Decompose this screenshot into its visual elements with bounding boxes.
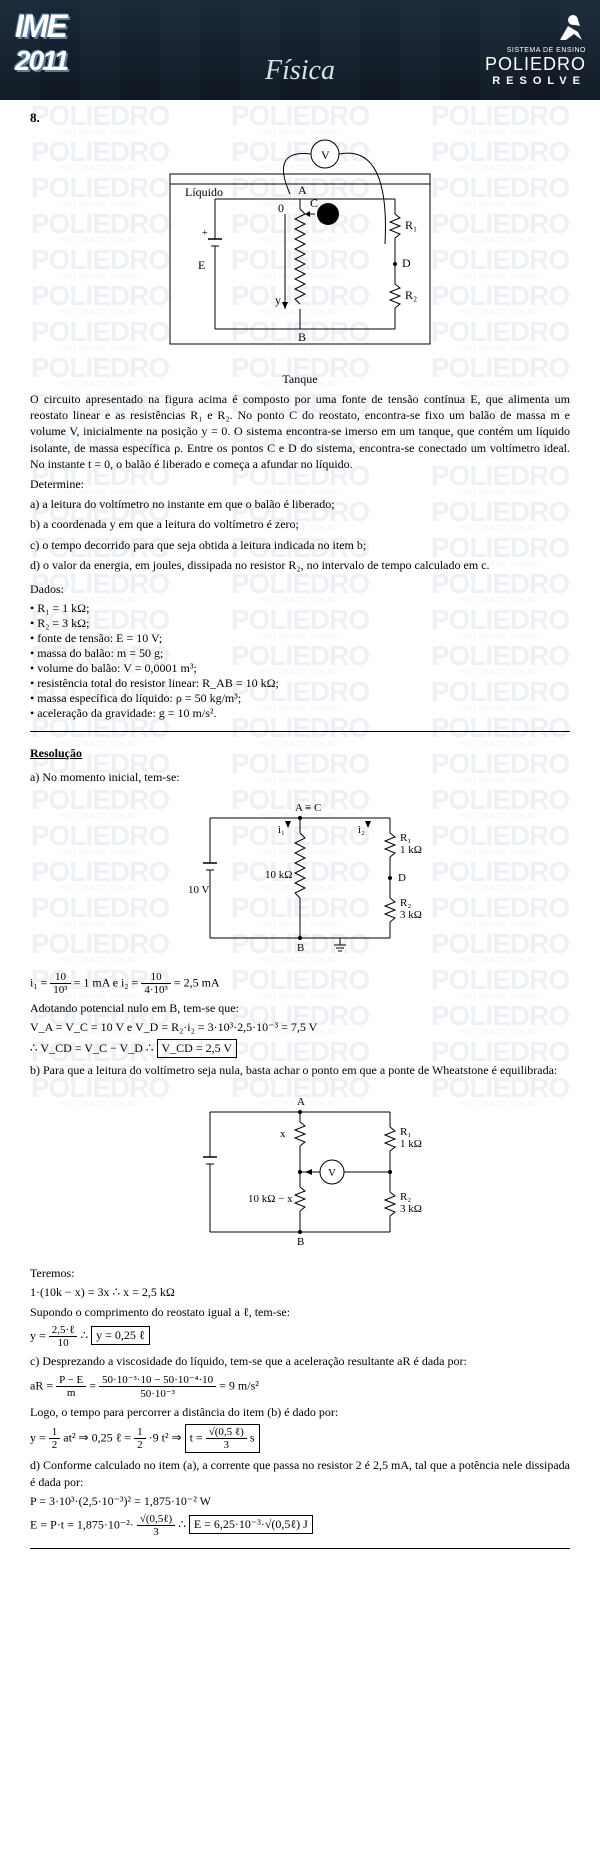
subject-title: Física [265,55,335,87]
sol-d-intro: d) Conforme calculado no item (a), a cor… [30,1457,570,1489]
fig1-C-label: C [310,196,318,210]
sol-c-logo: Logo, o tempo para percorrer a distância… [30,1404,570,1420]
svg-text:+: + [202,228,208,239]
solution-title: Resolução [30,746,570,761]
fig1-A-label: A [298,183,307,197]
fig2-R1v-label: 1 kΩ [400,844,422,856]
sol-b-sup: Supondo o comprimento do reostato igual … [30,1304,570,1320]
figure-2: A ≡ C 10 V 10 kΩ i₁ i₂ R₁ 1 kΩ D R₂ 3 kΩ… [30,793,570,963]
brand-icon [550,12,586,45]
divider [30,731,570,732]
item-b: b) a coordenada y em que a leitura do vo… [30,516,570,532]
exam-logo: IME 2011 [15,8,67,77]
fig3-xr-label: 10 kΩ − x [248,1193,293,1205]
dados-list: R₁ = 1 kΩ; R₂ = 3 kΩ; fonte de tensão: E… [30,601,570,721]
exam-name: IME [15,8,67,45]
fig1-D-label: D [402,256,411,270]
fig2-D-label: D [398,872,406,884]
fig2-E-label: 10 V [188,884,210,896]
brand-logo: SISTEMA DE ENSINO POLIEDRO RESOLVE [485,12,586,87]
eq-b1: 1·(10k − x) = 3x ∴ x = 2,5 kΩ [30,1285,570,1300]
fig2-i2-label: i₂ [358,824,365,836]
fig1-voltmeter-label: V [321,148,330,162]
sol-a-intro: a) No momento inicial, tem-se: [30,769,570,785]
fig3-A-label: A [297,1096,305,1108]
brand-tagline: SISTEMA DE ENSINO [485,47,586,54]
exam-year: 2011 [15,45,67,77]
sol-b-intro: b) Para que a leitura do voltímetro seja… [30,1062,570,1078]
answer-box-b: y = 0,25 ℓ [91,1326,150,1345]
dado-item: aceleração da gravidade: g = 10 m/s². [30,706,570,721]
eq-a3: ∴ V_CD = V_C − V_D ∴ V_CD = 2,5 V [30,1039,570,1058]
answer-box-d: E = 6,25·10⁻³·√(0,5ℓ) J [189,1515,313,1534]
fig3-x-label: x [280,1128,286,1140]
fig2-R1-label: R₁ [400,832,411,844]
dado-item: massa específica do líquido: ρ = 50 kg/m… [30,691,570,706]
item-d: d) o valor da energia, em joules, dissip… [30,557,570,573]
eq-d1: P = 3·10³·(2,5·10⁻³)² = 1,875·10⁻² W [30,1494,570,1509]
eq-d2: E = P·t = 1,875·10⁻²· √(0,5ℓ)3 ∴ E = 6,2… [30,1513,570,1538]
eq-b2: y = 2,5·ℓ10 ∴ y = 0,25 ℓ [30,1324,570,1349]
item-a: a) a leitura do voltímetro no instante e… [30,496,570,512]
eq-a1: i₁ = 1010³ = 1 mA e i₂ = 104·10³ = 2,5 m… [30,971,570,996]
fig2-R2v-label: 3 kΩ [400,909,422,921]
dado-item: resistência total do resistor linear: R_… [30,676,570,691]
fig1-liquido-label: Líquido [185,185,223,199]
dado-item: fonte de tensão: E = 10 V; [30,631,570,646]
figure-1: Líquido V + E A B R₁ D R₂ C 0 y [30,134,570,364]
sol-c-intro: c) Desprezando a viscosidade do líquido,… [30,1353,570,1369]
dado-item: massa do balão: m = 50 g; [30,646,570,661]
question-number: 8. [30,110,570,126]
question-statement: O circuito apresentado na figura acima é… [30,391,570,472]
fig1-R2-label: R₂ [405,288,417,302]
fig3-R1v-label: 1 kΩ [400,1138,422,1150]
fig1-E-label: E [198,258,205,272]
fig2-AC-label: A ≡ C [295,802,321,814]
eq-a2: V_A = V_C = 10 V e V_D = R₂·i₂ = 3·10³·2… [30,1020,570,1035]
dado-item: R₂ = 3 kΩ; [30,616,570,631]
fig2-Rab-label: 10 kΩ [265,869,292,881]
brand-name: POLIEDRO [485,54,586,75]
answer-box-c: t = √(0,5 ℓ)3 s [185,1424,260,1453]
fig2-i1-label: i₁ [278,824,285,836]
figure-1-caption: Tanque [30,372,570,387]
eq-c2: y = 12 at² ⇒ 0,25 ℓ = 12 ·9 t² ⇒ t = √(0… [30,1424,570,1453]
fig3-R2-label: R₂ [400,1191,411,1203]
dado-item: volume do balão: V = 0,0001 m³; [30,661,570,676]
fig3-R2v-label: 3 kΩ [400,1203,422,1215]
dados-title: Dados: [30,581,570,597]
fig3-B-label: B [297,1236,304,1248]
fig3-R1-label: R₁ [400,1126,411,1138]
eq-c1: aR = P − Em = 50·10⁻³·10 − 50·10⁻⁴·1050·… [30,1373,570,1400]
divider-bottom [30,1548,570,1549]
fig1-B-label: B [298,330,306,344]
fig2-B-label: B [297,942,304,954]
brand-subtitle: RESOLVE [485,75,586,87]
dado-item: R₁ = 1 kΩ; [30,601,570,616]
sol-a-pot: Adotando potencial nulo em B, tem-se que… [30,1000,570,1016]
determine-label: Determine: [30,476,570,492]
item-c: c) o tempo decorrido para que seja obtid… [30,537,570,553]
fig3-V-label: V [328,1167,336,1179]
page-header: IME 2011 Física SISTEMA DE ENSINO POLIED… [0,0,600,100]
answer-box-a: V_CD = 2,5 V [157,1039,238,1058]
fig1-R1-label: R₁ [405,218,417,232]
figure-3: A x V 10 kΩ − x R₁ 1 kΩ R₂ 3 kΩ B [30,1087,570,1257]
fig1-y-label: y [275,293,281,307]
sol-b-ter: Teremos: [30,1265,570,1281]
fig2-R2-label: R₂ [400,897,411,909]
fig1-zero-label: 0 [278,201,284,215]
